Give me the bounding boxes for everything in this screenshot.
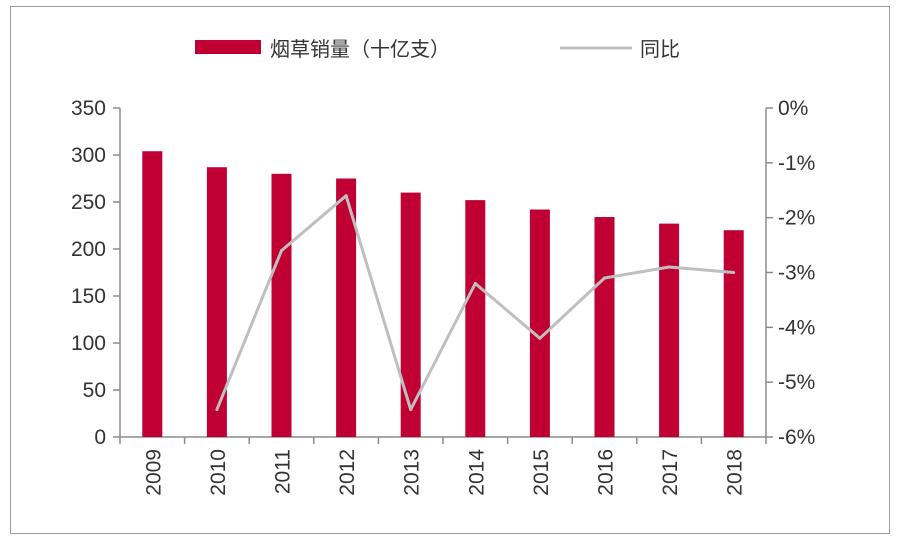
x-tick-label-2015: 2015 bbox=[530, 449, 553, 496]
yoy-point-2018 bbox=[732, 271, 736, 274]
bar-2011 bbox=[271, 173, 292, 438]
left-tick-label: 250 bbox=[71, 191, 106, 214]
x-tick-label-2014: 2014 bbox=[465, 449, 488, 496]
right-tick-label: -1% bbox=[778, 152, 815, 175]
right-tick-label: -6% bbox=[778, 426, 815, 449]
left-tick-label: 200 bbox=[71, 238, 106, 261]
bar-2009 bbox=[142, 151, 163, 438]
left-tick-label: 100 bbox=[71, 332, 106, 355]
legend-label-yoy: 同比 bbox=[640, 37, 680, 61]
x-tick-label-2012: 2012 bbox=[336, 449, 359, 496]
bar-2012 bbox=[336, 178, 357, 437]
x-axis-ticks: 2009 2010 2011 2012 2013 2014 2015 2016 2017 2018 bbox=[119, 437, 767, 496]
x-tick-label-2017: 2017 bbox=[659, 449, 682, 496]
right-tick-label: -4% bbox=[778, 316, 815, 339]
legend-swatch-sales bbox=[195, 40, 261, 54]
bars bbox=[142, 151, 744, 438]
legend: 烟草销量（十亿支） 同比 bbox=[195, 37, 680, 61]
bar-2015 bbox=[529, 209, 550, 437]
yoy-point-2015 bbox=[538, 336, 542, 340]
bar-2017 bbox=[659, 223, 680, 437]
bar-2014 bbox=[465, 200, 486, 437]
left-axis-ticks: 0 50 100 150 200 250 300 350 bbox=[71, 97, 120, 449]
bar-2018 bbox=[723, 230, 744, 437]
left-tick-label: 50 bbox=[83, 379, 106, 402]
yoy-line bbox=[215, 194, 736, 412]
x-tick-label-2016: 2016 bbox=[595, 449, 618, 496]
yoy-point-2014 bbox=[473, 281, 477, 285]
x-tick-label-2011: 2011 bbox=[272, 449, 295, 494]
bar-2016 bbox=[594, 217, 615, 437]
yoy-point-2012 bbox=[344, 194, 348, 198]
right-tick-label: -2% bbox=[778, 207, 815, 230]
x-tick-label-2010: 2010 bbox=[207, 449, 230, 496]
bar-2013 bbox=[400, 192, 421, 437]
yoy-point-2013 bbox=[409, 408, 413, 412]
right-tick-label: -5% bbox=[778, 371, 815, 394]
left-tick-label: 350 bbox=[71, 97, 106, 120]
bar-2010 bbox=[206, 167, 227, 437]
yoy-point-2010 bbox=[215, 408, 219, 412]
right-tick-label: -3% bbox=[778, 262, 815, 285]
x-tick-label-2018: 2018 bbox=[724, 449, 747, 496]
yoy-point-2017 bbox=[667, 265, 671, 269]
right-axis-ticks: -6% -5% -4% -3% -2% -1% 0% bbox=[766, 97, 815, 449]
x-tick-label-2013: 2013 bbox=[401, 449, 424, 496]
x-tick-label-2009: 2009 bbox=[142, 449, 165, 496]
left-tick-label: 150 bbox=[71, 285, 106, 308]
left-tick-label: 300 bbox=[71, 144, 106, 167]
right-tick-label: 0% bbox=[778, 97, 808, 120]
left-tick-label: 0 bbox=[94, 426, 106, 449]
yoy-point-2011 bbox=[280, 249, 283, 253]
yoy-point-2016 bbox=[603, 276, 606, 280]
legend-label-sales: 烟草销量（十亿支） bbox=[270, 37, 450, 61]
